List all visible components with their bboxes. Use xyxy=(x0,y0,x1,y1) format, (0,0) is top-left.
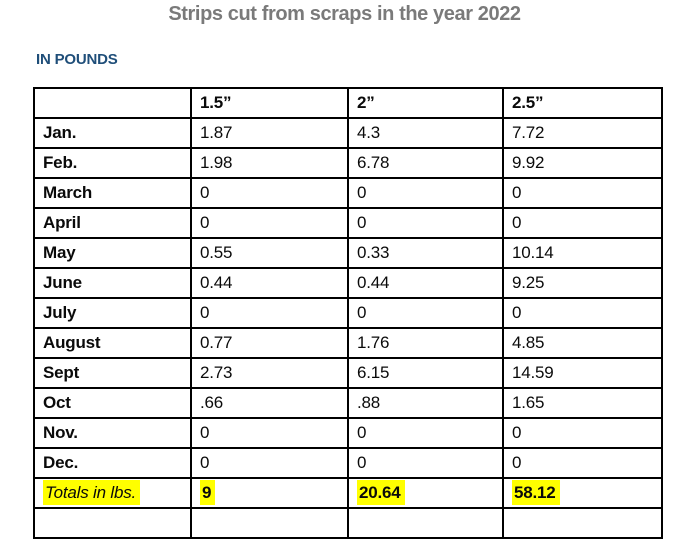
table-row: July 0 0 0 xyxy=(33,297,663,329)
value-cell: 0.44 xyxy=(347,267,504,299)
table-header-row: 1.5” 2” 2.5” xyxy=(33,87,663,119)
value-cell: 10.14 xyxy=(502,237,663,269)
value-cell: 14.59 xyxy=(502,357,663,389)
totals-row: Totals in lbs. 9 20.64 58.12 xyxy=(33,477,663,509)
month-cell: July xyxy=(33,297,192,329)
table-row: Oct .66.88 1.65 xyxy=(33,387,663,419)
table-row: March 0 0 0 xyxy=(33,177,663,209)
value-cell: 0.33 xyxy=(347,237,504,269)
value-cell: 0 xyxy=(347,447,504,479)
data-table: 1.5” 2” 2.5” Jan. 1.87 4.3 7.72 Feb. 1.98 6.78 9.… xyxy=(33,87,663,539)
value-cell: 1.87 xyxy=(190,117,349,149)
value-cell: 9.92 xyxy=(502,147,663,179)
total-value-cell: 9 xyxy=(190,477,349,509)
value-cell: 0 xyxy=(502,447,663,479)
total-value-highlight: 20.64 xyxy=(357,480,405,505)
table-row: August 0.77 1.76 4.85 xyxy=(33,327,663,359)
value-cell: 7.72 xyxy=(502,117,663,149)
month-cell: Dec. xyxy=(33,447,192,479)
value-cell: 6.78 xyxy=(347,147,504,179)
table-row: May 0.55 0.33 10.14 xyxy=(33,237,663,269)
value-cell: 0.55 xyxy=(190,237,349,269)
value-cell: 0 xyxy=(502,177,663,209)
value-cell: 0 xyxy=(190,297,349,329)
total-value-cell: 20.64 xyxy=(347,477,504,509)
table-row: Jan. 1.87 4.3 7.72 xyxy=(33,117,663,149)
units-label: IN POUNDS xyxy=(36,51,118,68)
value-cell: 0 xyxy=(190,417,349,449)
value-cell: 0 xyxy=(502,417,663,449)
value-cell: 2.73 xyxy=(190,357,349,389)
value-cell: 0.77 xyxy=(190,327,349,359)
total-value-cell: 58.12 xyxy=(502,477,663,509)
value-cell: 0.44 xyxy=(190,267,349,299)
value-cell: 1.98 xyxy=(190,147,349,179)
value-cell: 1.65 xyxy=(502,387,663,419)
value-cell xyxy=(347,507,504,539)
month-cell: Feb. xyxy=(33,147,192,179)
header-cell-blank xyxy=(33,87,192,119)
month-cell: Sept xyxy=(33,357,192,389)
value-cell xyxy=(502,507,663,539)
value-cell: 0 xyxy=(502,207,663,239)
value-cell: 4.85 xyxy=(502,327,663,359)
month-cell: March xyxy=(33,177,192,209)
total-value-highlight: 58.12 xyxy=(512,480,560,505)
table-row: April 0 0 0 xyxy=(33,207,663,239)
value-cell: 0 xyxy=(347,297,504,329)
value-cell: 1.76 xyxy=(347,327,504,359)
month-cell: April xyxy=(33,207,192,239)
value-cell xyxy=(190,507,349,539)
month-cell: Nov. xyxy=(33,417,192,449)
value-cell: 9.25 xyxy=(502,267,663,299)
month-cell: Jan. xyxy=(33,117,192,149)
table-row: Dec. 0 0 0 xyxy=(33,447,663,479)
value-cell: 0 xyxy=(347,177,504,209)
month-cell: Oct xyxy=(33,387,192,419)
table-row: Sept 2.73 6.15 14.59 xyxy=(33,357,663,389)
value-cell: 6.15 xyxy=(347,357,504,389)
totals-label-cell: Totals in lbs. xyxy=(33,477,192,509)
month-cell: June xyxy=(33,267,192,299)
column-header: 1.5” xyxy=(190,87,349,119)
value-cell: 0 xyxy=(190,207,349,239)
value-cell: 0 xyxy=(190,447,349,479)
table-body: Jan. 1.87 4.3 7.72 Feb. 1.98 6.78 9.92 March 0 0 0 A… xyxy=(33,117,663,539)
totals-label-highlight: Totals in lbs. xyxy=(43,480,141,505)
value-cell: 0 xyxy=(347,207,504,239)
value-cell: .88 xyxy=(347,387,504,419)
column-header: 2.5” xyxy=(502,87,663,119)
month-cell xyxy=(33,507,192,539)
value-cell: 0 xyxy=(190,177,349,209)
total-value-highlight: 9 xyxy=(200,480,216,505)
value-cell: 0 xyxy=(502,297,663,329)
table-row: June 0.44 0.44 9.25 xyxy=(33,267,663,299)
table-row: Nov. 0 0 0 xyxy=(33,417,663,449)
value-cell: 0 xyxy=(347,417,504,449)
value-cell: .66 xyxy=(190,387,349,419)
table-row: Feb. 1.98 6.78 9.92 xyxy=(33,147,663,179)
value-cell: 4.3 xyxy=(347,117,504,149)
page-title: Strips cut from scraps in the year 2022 xyxy=(168,3,521,25)
month-cell: May xyxy=(33,237,192,269)
table-row xyxy=(33,507,663,539)
column-header: 2” xyxy=(347,87,504,119)
month-cell: August xyxy=(33,327,192,359)
